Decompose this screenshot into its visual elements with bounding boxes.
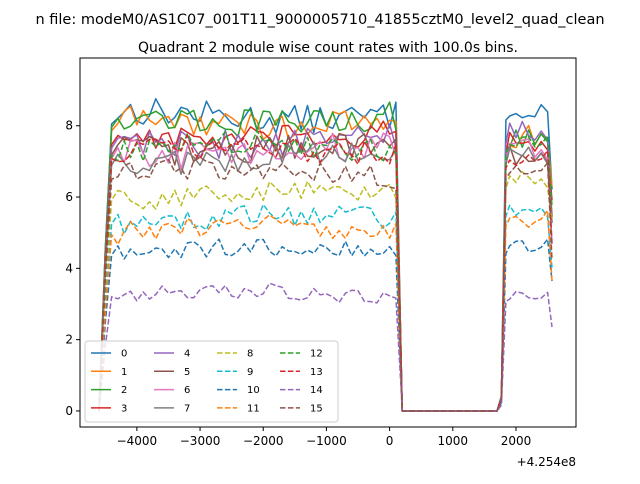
series-lines (98, 98, 553, 412)
x-tick-label: −4000 (117, 434, 158, 448)
chart-title: Quadrant 2 module wise count rates with … (138, 40, 518, 56)
x-tick-label: −3000 (180, 434, 221, 448)
y-tick-label: 2 (65, 333, 73, 347)
legend-label-5: 5 (184, 367, 190, 378)
legend-label-10: 10 (247, 385, 260, 396)
legend-label-11: 11 (247, 403, 260, 414)
y-tick-label: 8 (65, 119, 73, 133)
legend-label-15: 15 (310, 403, 323, 414)
x-tick-label: 1000 (438, 434, 469, 448)
legend-label-9: 9 (247, 367, 253, 378)
legend-box (84, 340, 339, 423)
y-tick-label: 4 (65, 261, 73, 275)
legend-label-6: 6 (184, 385, 190, 396)
legend-label-14: 14 (310, 385, 323, 396)
legend-label-0: 0 (121, 349, 127, 360)
suptitle: n file: modeM0/AS1C07_001T11_9000005710_… (35, 12, 604, 28)
legend-label-3: 3 (121, 403, 127, 414)
x-tick-label: 2000 (501, 434, 532, 448)
legend-label-13: 13 (310, 367, 323, 378)
legend-label-1: 1 (121, 367, 127, 378)
series-line-15 (98, 156, 553, 412)
plot-frame (79, 57, 577, 428)
legend-label-7: 7 (184, 403, 190, 414)
x-tick-label: 0 (386, 434, 394, 448)
legend-label-4: 4 (184, 349, 190, 360)
x-tick-label: −1000 (306, 434, 347, 448)
y-tick-label: 0 (65, 404, 73, 418)
axes: −4000 −3000 −2000 −1000 0 1000 2000 0 2 4 6 8 (65, 119, 531, 448)
legend-label-12: 12 (310, 349, 323, 360)
legend-label-2: 2 (121, 385, 127, 396)
y-tick-label: 6 (65, 190, 73, 204)
legend-label-8: 8 (247, 349, 253, 360)
x-tick-label: −2000 (243, 434, 284, 448)
x-offset-label: +4.254e8 (517, 455, 576, 469)
